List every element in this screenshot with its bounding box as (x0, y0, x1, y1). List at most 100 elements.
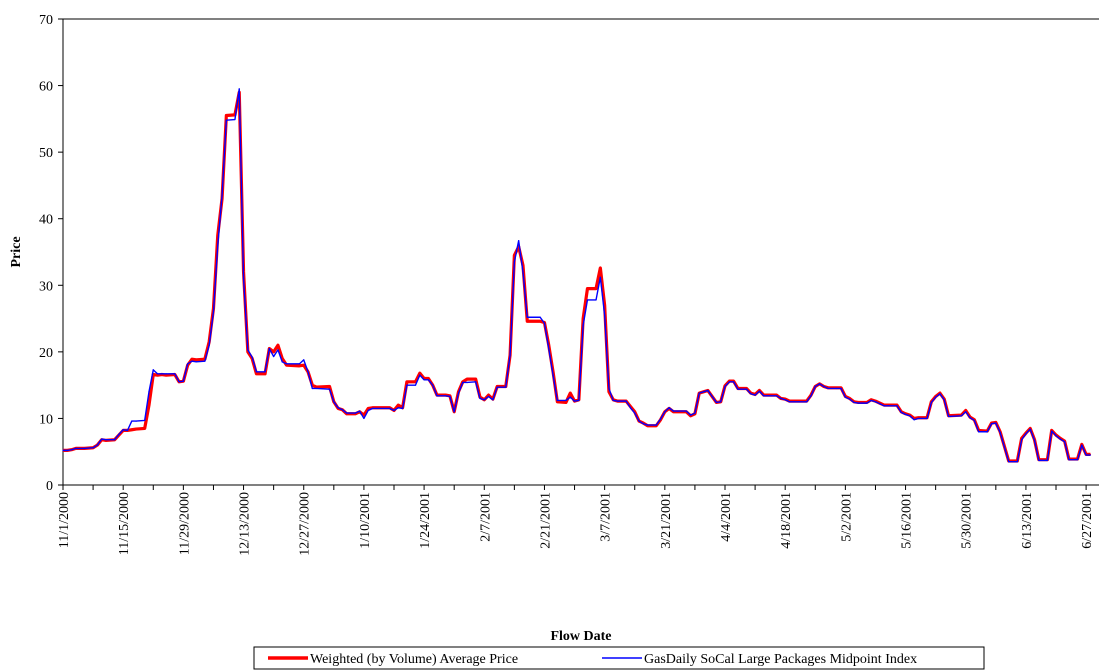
data-point (281, 357, 283, 360)
x-tick-label: 5/30/2001 (960, 492, 975, 549)
data-point (161, 373, 163, 375)
data-point (414, 381, 417, 383)
data-point (917, 417, 920, 420)
data-point (225, 119, 227, 121)
data-point (866, 402, 868, 404)
x-tick-label: 12/27/2000 (298, 492, 313, 556)
data-point (492, 399, 494, 401)
data-point (208, 344, 210, 346)
data-point (225, 114, 227, 117)
data-point (883, 405, 885, 407)
data-point (453, 411, 455, 413)
data-point (870, 399, 872, 402)
data-point (788, 401, 791, 403)
data-point (1046, 459, 1049, 461)
data-point (685, 410, 687, 412)
y-tick-label: 40 (39, 213, 53, 228)
data-point (840, 387, 842, 390)
data-point (733, 381, 735, 383)
y-tick-label: 20 (39, 346, 53, 361)
data-point (1021, 439, 1023, 441)
data-point (539, 320, 541, 322)
data-point (152, 369, 154, 371)
data-point (990, 423, 993, 425)
data-point (720, 401, 722, 403)
data-point (965, 409, 967, 412)
data-point (586, 288, 589, 290)
data-point (999, 431, 1001, 434)
data-point (909, 415, 911, 417)
x-tick-label: 5/16/2001 (900, 492, 915, 549)
data-point (513, 261, 515, 263)
data-point (182, 380, 184, 382)
data-point (178, 381, 180, 383)
data-point (475, 378, 477, 380)
data-point (677, 410, 679, 412)
data-point (539, 316, 541, 318)
data-point (483, 399, 485, 401)
data-point (939, 393, 941, 395)
data-point (251, 356, 253, 358)
data-point (578, 399, 580, 402)
data-point (1055, 435, 1057, 437)
data-point (165, 374, 167, 376)
data-point (363, 414, 365, 416)
data-point (354, 412, 356, 414)
data-point (195, 359, 197, 361)
data-point (535, 316, 537, 318)
data-point (612, 399, 614, 402)
data-point (419, 372, 421, 374)
data-point (414, 384, 417, 386)
data-point (144, 427, 146, 430)
data-point (135, 420, 137, 422)
data-point (793, 401, 795, 403)
data-point (569, 396, 571, 398)
data-point (397, 407, 399, 409)
data-point (535, 320, 537, 322)
x-tick-label: 5/2/2001 (839, 492, 854, 542)
data-point (144, 419, 146, 422)
data-point (298, 363, 301, 365)
data-point (638, 420, 640, 422)
data-point (217, 244, 219, 246)
x-tick-label: 3/7/2001 (599, 492, 614, 542)
data-point (659, 418, 662, 420)
y-tick-label: 30 (39, 279, 53, 294)
data-point (573, 400, 576, 402)
data-point (745, 388, 748, 390)
data-point (960, 415, 963, 417)
data-point (371, 407, 374, 410)
data-point (823, 385, 825, 388)
data-point (449, 395, 451, 398)
data-point (475, 381, 477, 383)
data-point (195, 361, 197, 363)
data-point (174, 373, 176, 375)
data-point (629, 407, 632, 409)
data-point (101, 438, 103, 440)
data-point (599, 267, 601, 269)
series-layer (62, 88, 1091, 463)
data-point (1059, 438, 1061, 440)
data-point (264, 371, 266, 373)
x-tick-label: 2/7/2001 (478, 492, 493, 542)
data-point (423, 379, 425, 381)
data-point (1089, 454, 1091, 456)
data-point (303, 359, 305, 361)
data-point (328, 388, 331, 390)
data-point (724, 385, 726, 388)
data-point (874, 401, 877, 403)
data-point (242, 278, 245, 280)
data-point (126, 429, 129, 432)
data-point (367, 407, 369, 410)
data-point (565, 401, 567, 404)
data-point (466, 378, 468, 380)
data-point (187, 363, 189, 365)
data-point (1076, 459, 1079, 461)
data-point (750, 393, 752, 395)
data-point (255, 373, 258, 375)
data-point (827, 387, 829, 390)
data-point (273, 355, 275, 358)
data-point (204, 360, 206, 362)
data-point (156, 373, 159, 375)
series-2 (62, 88, 1091, 463)
